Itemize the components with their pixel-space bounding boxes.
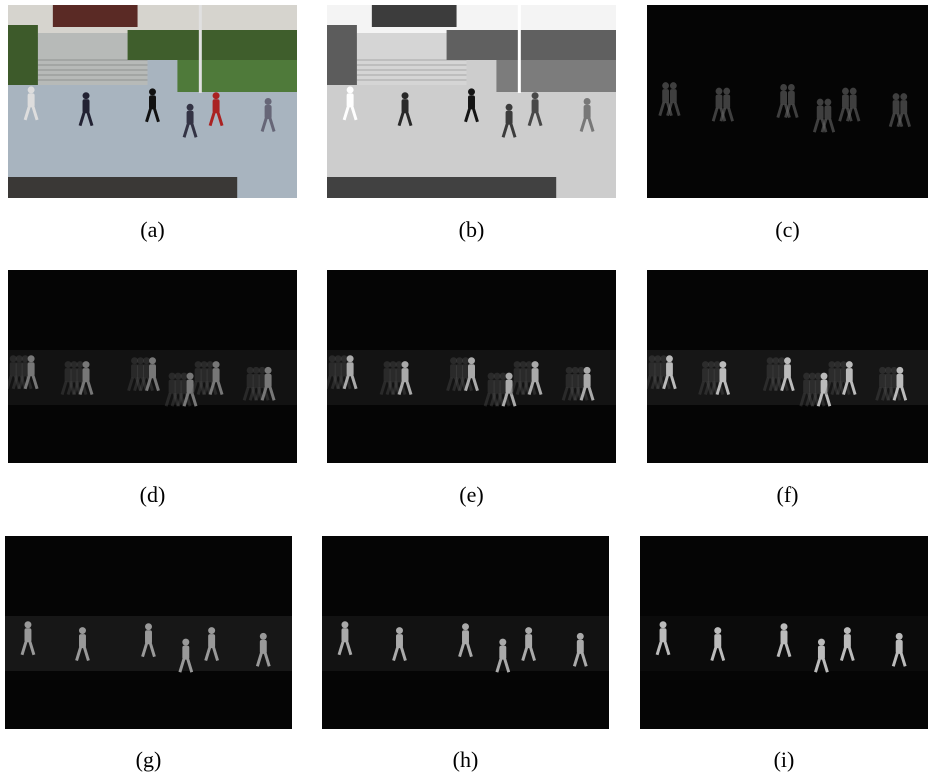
panel-caption: (c) [728, 217, 848, 243]
panel-caption: (g) [89, 747, 209, 773]
panel-image [327, 270, 616, 463]
panel-caption: (e) [412, 482, 532, 508]
panel-image [647, 5, 928, 198]
panel-caption: (a) [93, 217, 213, 243]
panel-image [322, 536, 609, 729]
panel-image [8, 5, 297, 198]
figure: (a) (b) (c) (d) (e) (f) (g) (h) (i) [0, 0, 928, 778]
panel-caption: (b) [412, 217, 532, 243]
panel-image [647, 270, 928, 463]
panel-caption: (f) [728, 482, 848, 508]
panel-image [8, 270, 297, 463]
panel-image [640, 536, 928, 729]
panel-image [327, 5, 616, 198]
panel-caption: (h) [406, 747, 526, 773]
panel-caption: (d) [93, 482, 213, 508]
panel-caption: (i) [724, 747, 844, 773]
panel-image [5, 536, 292, 729]
